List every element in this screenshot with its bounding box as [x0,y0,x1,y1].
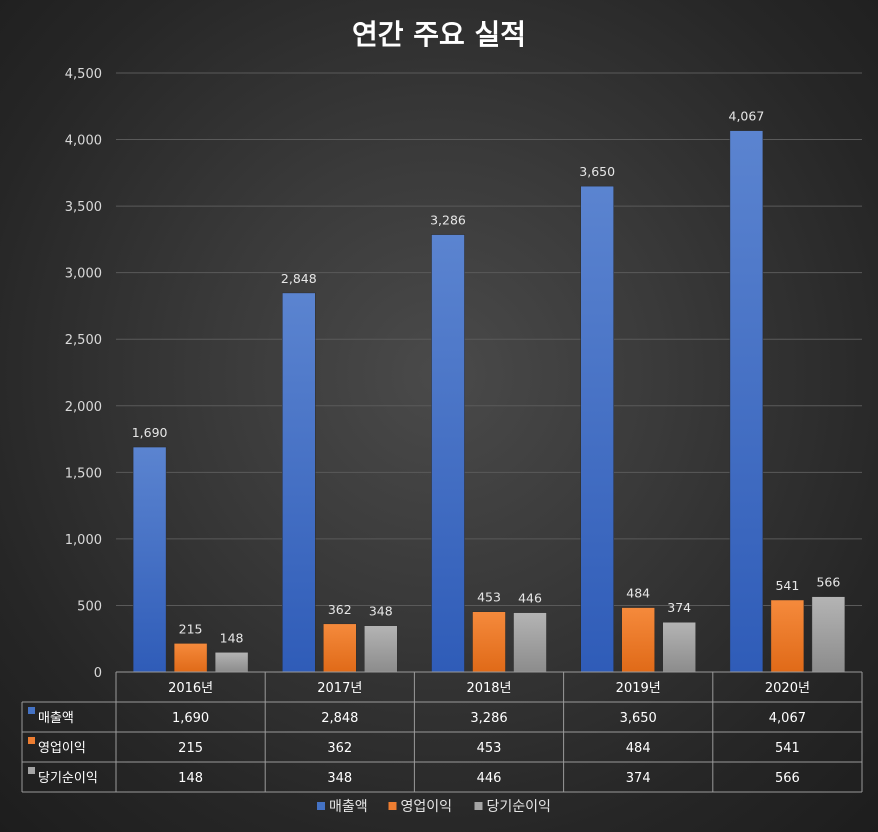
table-value-cell: 348 [327,771,352,786]
data-label: 374 [667,600,691,615]
data-label: 446 [518,591,542,606]
y-tick-label: 500 [77,599,102,614]
table-value-cell: 1,690 [172,711,209,726]
chart-title: 연간 주요 실적 [352,18,526,51]
bar-영업이익-2018년 [472,611,506,673]
data-label: 148 [220,630,244,645]
bar-당기순이익-2019년 [662,621,696,673]
table-value-cell: 3,286 [470,711,507,726]
table-row-label: 당기순이익 [38,771,98,786]
table-row-label: 매출액 [38,711,74,726]
bar-매출액-2017년 [282,292,316,673]
table-value-cell: 3,650 [620,711,657,726]
data-label: 215 [179,621,203,636]
bar-당기순이익-2020년 [811,596,846,673]
legend-label: 영업이익 [401,799,453,815]
data-label: 2,848 [281,271,317,286]
legend-label: 당기순이익 [487,799,551,815]
y-tick-label: 1,000 [65,533,102,548]
bar-당기순이익-2018년 [513,612,547,673]
y-tick-label: 2,500 [65,333,102,348]
y-tick-label: 3,500 [65,200,102,215]
data-label: 566 [816,575,840,590]
y-tick-label: 4,000 [65,134,102,149]
table-header-cell: 2016년 [168,681,213,696]
bar-매출액-2019년 [580,185,614,673]
table-header-cell: 2018년 [466,681,511,696]
bars [132,130,846,673]
bar-영업이익-2017년 [323,623,357,673]
bar-당기순이익-2016년 [214,652,249,673]
data-label: 362 [328,602,352,617]
table-value-cell: 453 [477,741,502,756]
table-value-cell: 374 [626,771,651,786]
data-label: 453 [477,590,501,605]
bar-영업이익-2019년 [621,607,655,673]
table-value-cell: 362 [327,741,352,756]
bar-영업이익-2020년 [770,599,805,673]
legend-key-매출액 [317,802,325,810]
table-header-cell: 2017년 [317,681,362,696]
data-labels: 1,690 215 148 2,848 362 348 3,286 453 446 3,650 48… [132,109,841,646]
table-value-cell: 2,848 [321,711,358,726]
legend-label: 매출액 [329,799,368,815]
bar-매출액-2016년 [132,446,167,673]
table-value-cell: 148 [178,771,203,786]
table-value-cell: 541 [775,741,800,756]
data-label: 3,650 [579,164,615,179]
y-tick-label: 0 [94,666,102,681]
table-value-cell: 4,067 [769,711,806,726]
table-value-cell: 566 [775,771,800,786]
table-value-cell: 215 [178,741,203,756]
data-label: 1,690 [132,425,168,440]
y-tick-label: 2,000 [65,400,102,415]
y-tick-label: 1,500 [65,466,102,481]
table-row-label: 영업이익 [38,741,86,756]
table-legend-key [28,737,35,744]
gridlines [116,72,862,673]
table-header-cell: 2019년 [616,681,661,696]
table-legend-key [28,707,35,714]
data-label: 348 [369,604,393,619]
bar-영업이익-2016년 [173,643,208,673]
data-label: 4,067 [729,109,765,124]
table-header-cell: 2020년 [765,681,810,696]
table-value-cell: 484 [626,741,651,756]
y-tick-label: 3,000 [65,267,102,282]
data-label: 484 [626,586,650,601]
y-tick-label: 4,500 [65,67,102,82]
legend-key-당기순이익 [474,802,483,810]
bar-매출액-2020년 [729,130,764,673]
legend: 매출액 영업이익 당기순이익 [317,799,551,815]
y-axis: 0 500 1,000 1,500 2,000 2,500 3,000 3,500 4,000 4… [65,67,102,681]
table-value-cell: 446 [477,771,502,786]
table-legend-key [28,767,35,774]
data-label: 541 [775,578,799,593]
data-label: 3,286 [430,213,466,228]
bar-당기순이익-2017년 [364,625,398,673]
legend-key-영업이익 [388,802,397,810]
bar-매출액-2018년 [431,234,465,673]
